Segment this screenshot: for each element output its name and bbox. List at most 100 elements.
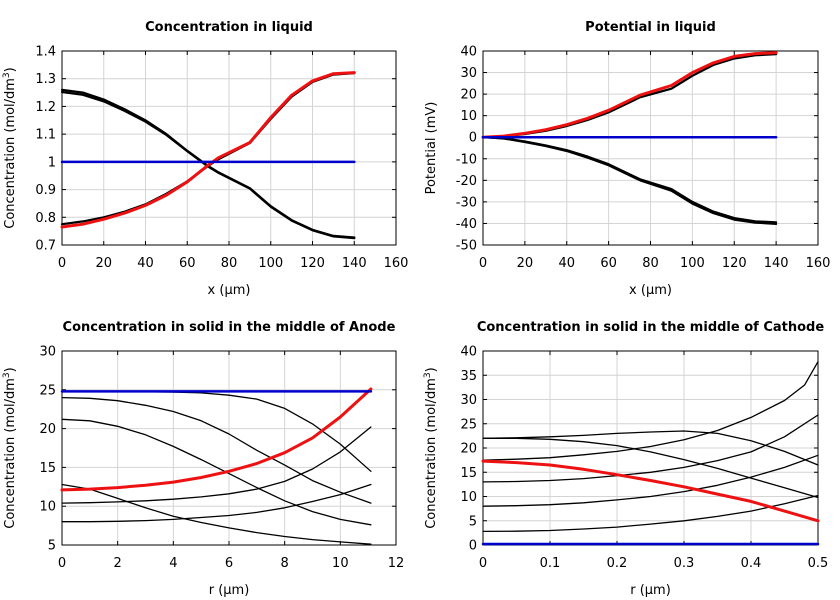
x-tick-label: 0 <box>58 256 66 271</box>
series-line-curve-red <box>60 387 373 492</box>
series-line-curve-a <box>61 390 372 472</box>
x-tick-label: 12 <box>388 556 405 571</box>
y-tick-label: -30 <box>456 195 477 210</box>
x-tick-label: 80 <box>221 256 238 271</box>
x-axis-label: r (µm) <box>630 583 671 598</box>
y-tick-label: 20 <box>460 88 477 103</box>
x-tick-label: 0.2 <box>607 556 628 571</box>
y-axis-label: Concentration (mol/dm3) <box>423 367 439 529</box>
y-axis-label: Concentration (mol/dm3) <box>2 67 18 229</box>
y-tick-label: 10 <box>39 500 56 515</box>
series-line-curve-e <box>482 430 819 466</box>
x-tick-label: 0.5 <box>808 556 829 571</box>
y-tick-label: 0 <box>469 131 477 146</box>
x-tick-label: 40 <box>558 256 575 271</box>
x-tick-label: 120 <box>300 256 325 271</box>
x-tick-label: 20 <box>517 256 534 271</box>
x-tick-label: 100 <box>258 256 283 271</box>
series-line-curve-b <box>61 396 372 504</box>
chart-title: Concentration in liquid <box>145 20 313 35</box>
x-tick-label: 40 <box>137 256 154 271</box>
x-tick-label: 0 <box>58 556 66 571</box>
x-tick-label: 20 <box>95 256 112 271</box>
y-tick-label: 1.1 <box>35 128 56 143</box>
y-tick-label: 20 <box>460 442 477 457</box>
x-tick-label: 10 <box>332 556 349 571</box>
series-line-curve-f <box>61 483 372 523</box>
y-tick-label: 20 <box>39 422 56 437</box>
y-tick-label: 30 <box>39 345 56 360</box>
x-axis-label: r (µm) <box>209 583 250 598</box>
y-tick-label: 1.3 <box>35 72 56 87</box>
y-tick-label: 10 <box>460 109 477 124</box>
y-tick-label: 40 <box>460 45 477 60</box>
series-line-curve-d <box>61 483 372 545</box>
chart-panel-cathode-solid-concentration: 0 0.1 0.2 0.3 0.4 0.50510152025303540Concentr… <box>423 320 828 598</box>
x-tick-label: 8 <box>281 556 289 571</box>
x-tick-label: 60 <box>179 256 196 271</box>
y-tick-label: -20 <box>456 174 477 189</box>
y-tick-label: -40 <box>456 217 477 232</box>
x-tick-label: 0 <box>479 256 487 271</box>
x-tick-label: 140 <box>764 256 789 271</box>
x-tick-label: 6 <box>225 556 233 571</box>
x-tick-label: 160 <box>384 256 409 271</box>
x-tick-label: 120 <box>722 256 747 271</box>
y-tick-label: 1.4 <box>35 45 56 60</box>
series-line-negative-2 <box>481 136 778 225</box>
y-tick-label: 0 <box>469 539 477 554</box>
x-tick-label: 0.1 <box>540 556 561 571</box>
y-tick-label: 15 <box>39 461 56 476</box>
series-line-curve-red <box>481 459 820 523</box>
x-tick-label: 160 <box>806 256 831 271</box>
series-line-negative-1 <box>481 136 778 224</box>
y-tick-label: 0.9 <box>35 183 56 198</box>
y-tick-label: -50 <box>456 239 477 254</box>
chart-panel-liquid-potential: 0 20 40 60 80 100 120 140 160 -50 -40 -30 -20 -10 0 10 2… <box>424 20 830 298</box>
series-line-positive-1 <box>481 53 778 139</box>
series-line-curve-d <box>482 494 819 533</box>
series-line-curve-c <box>61 418 372 526</box>
chart-title: Potential in liquid <box>585 20 716 35</box>
y-tick-label: 25 <box>39 383 56 398</box>
x-axis-label: x (µm) <box>208 283 251 298</box>
x-tick-label: 140 <box>342 256 367 271</box>
chart-panel-liquid-concentration: 0 20 40 60 80 100 120 140 160 0.7 0.8 0.9 1 1.1 1.2 1.3… <box>2 20 408 298</box>
y-tick-label: 1 <box>48 155 56 170</box>
x-tick-label: 100 <box>680 256 705 271</box>
series-line-increasing-1 <box>60 72 356 226</box>
y-tick-label: 30 <box>460 66 477 81</box>
chart-title: Concentration in solid in the middle of … <box>63 320 396 335</box>
x-tick-label: 0.3 <box>674 556 695 571</box>
y-tick-label: 5 <box>469 514 477 529</box>
series-line-curve-b <box>482 414 819 483</box>
series-line-curve-c <box>482 454 819 507</box>
y-tick-label: 30 <box>460 393 477 408</box>
series-line-curve-a <box>482 361 819 461</box>
y-tick-label: 35 <box>460 369 477 384</box>
x-tick-label: 0.4 <box>741 556 762 571</box>
x-tick-label: 2 <box>114 556 122 571</box>
x-tick-label: 4 <box>169 556 177 571</box>
series-line-curve-f <box>482 437 819 499</box>
x-tick-label: 80 <box>642 256 659 271</box>
series-line-curve-e <box>61 426 372 504</box>
y-tick-label: 15 <box>460 466 477 481</box>
chart-panel-anode-solid-concentration: 0 2 4 6 8 10 12 5 10 15 20 25 30 Concentration in sol… <box>2 320 404 598</box>
series-line-positive-red <box>481 51 778 139</box>
y-tick-label: 1.2 <box>35 100 56 115</box>
y-tick-label: 0.7 <box>35 239 56 254</box>
y-tick-label: 0.8 <box>35 211 56 226</box>
y-tick-label: -10 <box>456 152 477 167</box>
x-axis-label: x (µm) <box>629 283 672 298</box>
y-tick-label: 25 <box>460 417 477 432</box>
x-tick-label: 0 <box>479 556 487 571</box>
y-axis-label: Potential (mV) <box>424 102 439 195</box>
x-tick-label: 60 <box>600 256 617 271</box>
y-axis-label: Concentration (mol/dm3) <box>2 367 18 529</box>
chart-title: Concentration in solid in the middle of … <box>477 320 825 335</box>
y-tick-label: 10 <box>460 490 477 505</box>
series-line-increasing-red <box>60 71 356 229</box>
y-tick-label: 5 <box>48 539 56 554</box>
